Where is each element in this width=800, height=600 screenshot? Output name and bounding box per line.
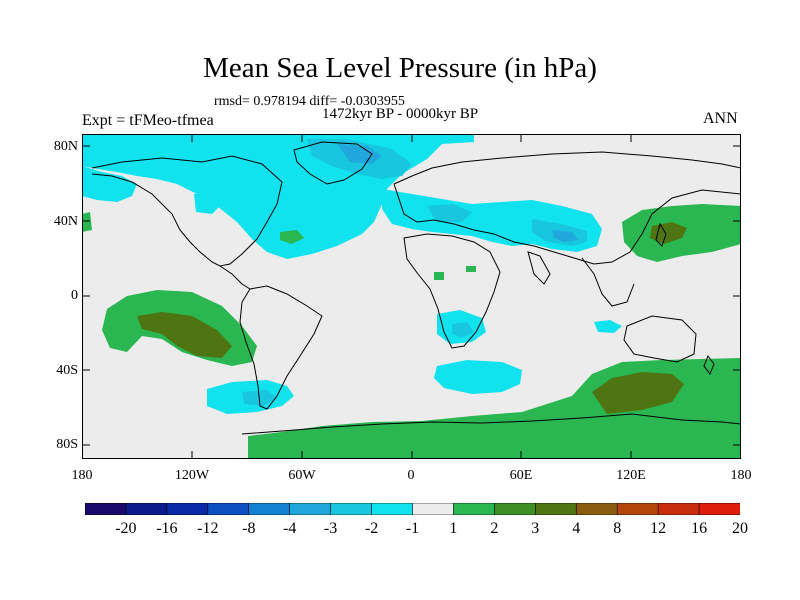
south-america-coast: [239, 285, 323, 410]
colorbar-label: 4: [572, 520, 581, 537]
australia-coast: [623, 315, 697, 363]
lon-label-0: 0: [407, 468, 415, 483]
africa-small-high-2: [466, 266, 476, 272]
colorbar-label: 12: [650, 520, 667, 537]
mid-atlantic-high: [280, 230, 304, 244]
indian-ocean-low-area: [594, 320, 622, 333]
colorbar-swatch: [698, 503, 740, 515]
south-indian-core: [452, 322, 474, 338]
greenland-coast: [293, 141, 373, 185]
new-zealand-coast: [703, 354, 715, 376]
colorbar-label: -2: [364, 520, 379, 537]
lon-label-120e: 120E: [616, 468, 646, 483]
colorbar-label: 3: [531, 520, 540, 537]
map-ticks: [82, 134, 741, 459]
coastlines: [91, 141, 741, 435]
central-america-coast: [219, 265, 251, 290]
atlantic-small-low-area: [194, 192, 222, 214]
colorbar-label: -8: [242, 520, 256, 537]
west-edge-high: [82, 212, 92, 232]
africa-small-high: [434, 272, 444, 280]
colorbar-label: -1: [405, 520, 420, 537]
pressure-map: [82, 134, 741, 459]
colorbar-swatch: [575, 503, 618, 515]
lat-label-80s: 80S: [56, 437, 78, 452]
colorbar-swatch: [453, 503, 495, 515]
colorbar-swatch: [535, 503, 577, 515]
lon-label-180w: 180: [71, 468, 93, 483]
japan-coast: [655, 222, 667, 247]
colorbar-swatch: [616, 503, 659, 515]
south-pacific-high-core: [137, 312, 232, 358]
colorbar-swatch: [125, 503, 168, 515]
time-period: 1472kyr BP - 0000kyr BP: [322, 106, 479, 122]
north-pacific-low-area: [82, 166, 137, 202]
colorbar-swatch: [330, 503, 373, 515]
lat-label-80n: 80N: [53, 139, 78, 154]
africa-coast: [403, 233, 501, 349]
colorbar-swatch: [289, 503, 332, 515]
southern-indian-high-core: [592, 372, 684, 414]
lat-label-0: 0: [71, 288, 78, 303]
colorbar-label: -16: [156, 520, 178, 537]
europe-low-core: [427, 204, 472, 222]
colorbar-label: 16: [691, 520, 708, 537]
lat-label-40s: 40S: [56, 363, 78, 378]
siberia-low-center: [552, 230, 578, 242]
colorbar-label: 2: [490, 520, 499, 537]
colorbar-swatch: [657, 503, 700, 515]
colorbar-label: 8: [613, 520, 622, 537]
rmsd-diff-stats: rmsd= 0.978194 diff= -0.0303955: [214, 94, 405, 109]
colorbar: [85, 503, 740, 515]
lat-label-40n: 40N: [53, 214, 78, 229]
europe-asia-coast: [393, 151, 741, 265]
southeast-asia-coast: [581, 257, 635, 307]
lon-label-60e: 60E: [509, 468, 533, 483]
antarctica-coast: [241, 413, 741, 435]
colorbar-label: -3: [323, 520, 338, 537]
south-indian-low-area: [434, 360, 522, 394]
india-coast: [527, 251, 551, 285]
lon-label-180e: 180: [730, 468, 752, 483]
lon-label-60w: 60W: [288, 468, 316, 483]
colorbar-swatch: [85, 503, 127, 515]
lon-label-120w: 120W: [174, 468, 210, 483]
colorbar-swatch: [166, 503, 209, 515]
colorbar-label: -4: [283, 520, 297, 537]
colorbar-swatch: [412, 503, 455, 515]
strongest-negative-areas: [337, 144, 578, 242]
colorbar-swatch: [371, 503, 414, 515]
colorbar-swatch: [494, 503, 536, 515]
plot-title: Mean Sea Level Pressure (in hPa): [203, 52, 597, 84]
north-america-coast: [91, 155, 283, 267]
colorbar-swatch: [248, 503, 291, 515]
colorbar-label: -20: [115, 520, 137, 537]
greenland-low-center: [337, 144, 382, 164]
colorbar-swatch: [207, 503, 250, 515]
colorbar-label: 1: [449, 520, 458, 537]
stronger-positive-areas: [137, 222, 687, 414]
colorbar-label: -12: [197, 520, 219, 537]
season-label: ANN: [703, 110, 738, 127]
experiment-label: Expt = tFMeo-tfmea: [82, 112, 214, 129]
colorbar-label: 20: [732, 520, 748, 537]
